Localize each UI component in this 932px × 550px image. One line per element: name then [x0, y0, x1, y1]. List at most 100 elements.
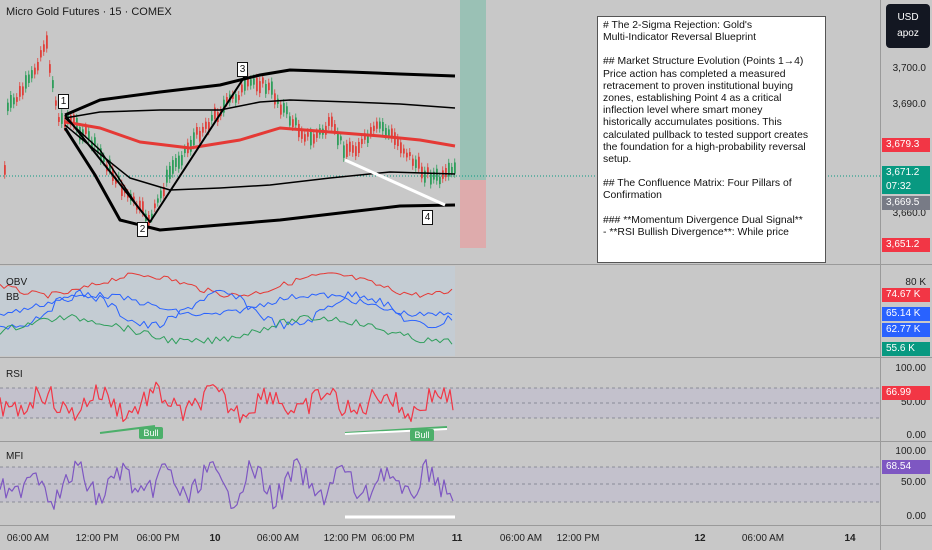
candle-body	[388, 129, 390, 136]
candle-body	[256, 77, 258, 92]
pattern-leg	[64, 75, 246, 223]
candle-body	[373, 125, 375, 132]
candle-body	[175, 158, 177, 167]
pane-separator[interactable]	[0, 264, 932, 265]
mfi-axis-100: 100.00	[895, 446, 926, 457]
candle-body	[58, 117, 60, 122]
rsi-value-tag: 66.99	[882, 386, 930, 400]
candle-body	[334, 124, 336, 132]
long-position-loss-zone	[460, 180, 486, 248]
candle-body	[13, 97, 15, 105]
candle-body	[16, 97, 18, 102]
bb-inner-upper	[64, 99, 456, 119]
currency-unit-button[interactable]: USD apoz	[886, 4, 930, 48]
obv-tag: 62.77 K	[882, 323, 930, 337]
candle-body	[97, 147, 99, 153]
candle-body	[451, 166, 453, 174]
candle-body	[445, 167, 447, 178]
candle-body	[196, 127, 198, 135]
candle-body	[151, 213, 153, 219]
candle-body	[292, 119, 294, 128]
price-axis-separator	[880, 0, 881, 550]
candle-body	[331, 116, 333, 127]
candle-body	[55, 100, 57, 106]
obv-line	[0, 289, 453, 330]
candle-body	[169, 165, 171, 180]
text-note[interactable]: # The 2-Sigma Rejection: Gold's Multi-Ind…	[597, 16, 826, 263]
candle-body	[439, 176, 441, 185]
price-tag-upper-band: 3,679.3	[882, 138, 930, 152]
candle-body	[385, 127, 387, 136]
candle-body	[37, 61, 39, 71]
candle-body	[454, 162, 456, 174]
time-axis-label: 11	[451, 533, 463, 544]
bb-outer-upper	[64, 68, 456, 117]
candle-body	[400, 142, 402, 154]
candle-body	[337, 131, 339, 146]
time-axis-label: 06:00 AM	[741, 533, 785, 544]
time-axis-label: 12	[694, 533, 706, 544]
candle-body	[289, 116, 291, 126]
candle-body	[184, 148, 186, 154]
candle-body	[199, 130, 201, 142]
obv-tag: 74.67 K	[882, 288, 930, 302]
candle-body	[238, 95, 240, 101]
candle-body	[427, 167, 429, 175]
candle-body	[358, 141, 360, 154]
candle-body	[328, 117, 330, 126]
candle-body	[286, 106, 288, 115]
candle-body	[253, 78, 255, 85]
candle-body	[361, 138, 363, 145]
candle-body	[31, 70, 33, 79]
point-label-3: 3	[237, 62, 248, 77]
candle-body	[4, 165, 6, 175]
rsi-label[interactable]: RSI	[6, 369, 23, 380]
rsi-axis-100: 100.00	[895, 363, 926, 374]
candle-body	[433, 171, 435, 180]
bb-basis	[64, 120, 456, 150]
candle-body	[73, 114, 75, 127]
time-axis-label: 06:00 PM	[136, 533, 180, 544]
candle-body	[142, 201, 144, 213]
candle-body	[235, 94, 237, 103]
candle-body	[34, 67, 36, 75]
price-axis-label: 3,690.0	[892, 99, 926, 110]
candle-body	[367, 133, 369, 143]
obv-label[interactable]: OBV	[6, 277, 28, 288]
candle-body	[232, 94, 234, 99]
note-line: retracement to proven institutional buyi…	[603, 80, 794, 92]
candle-body	[271, 81, 273, 95]
candle-body	[304, 134, 306, 142]
rsi-axis-0: 0.00	[906, 430, 926, 441]
pane-separator[interactable]	[0, 441, 932, 442]
note-line	[603, 203, 820, 215]
candle-body	[340, 136, 342, 141]
chart-area[interactable]	[0, 0, 880, 550]
candle-body	[19, 86, 21, 97]
candle-body	[376, 121, 378, 129]
candle-body	[121, 183, 123, 197]
candle-body	[193, 132, 195, 146]
note-line: zones, establishing Point 4 as a critica…	[603, 93, 782, 105]
candle-body	[349, 141, 351, 152]
obv-axis-label: 80 K	[905, 277, 926, 288]
pane-separator[interactable]	[0, 357, 932, 358]
candle-body	[163, 186, 165, 197]
candle-body	[307, 132, 309, 137]
note-line: Multi-Indicator Reversal Blueprint	[603, 32, 757, 44]
candle-body	[136, 204, 138, 210]
rsi-bull-label: Bull	[410, 429, 434, 441]
time-axis-label: 06:00 AM	[256, 533, 300, 544]
bb-label[interactable]: BB	[6, 292, 20, 303]
candle-body	[415, 159, 417, 168]
long-position-profit-zone	[460, 0, 486, 180]
candle-body	[181, 155, 183, 166]
time-axis-label: 06:00 AM	[6, 533, 50, 544]
chart-title[interactable]: Micro Gold Futures · 15 · COMEX	[6, 6, 172, 18]
mfi-label[interactable]: MFI	[6, 451, 24, 462]
candle-body	[178, 155, 180, 169]
mfi-line	[0, 458, 454, 510]
candle-body	[40, 50, 42, 58]
candle-body	[202, 126, 204, 133]
